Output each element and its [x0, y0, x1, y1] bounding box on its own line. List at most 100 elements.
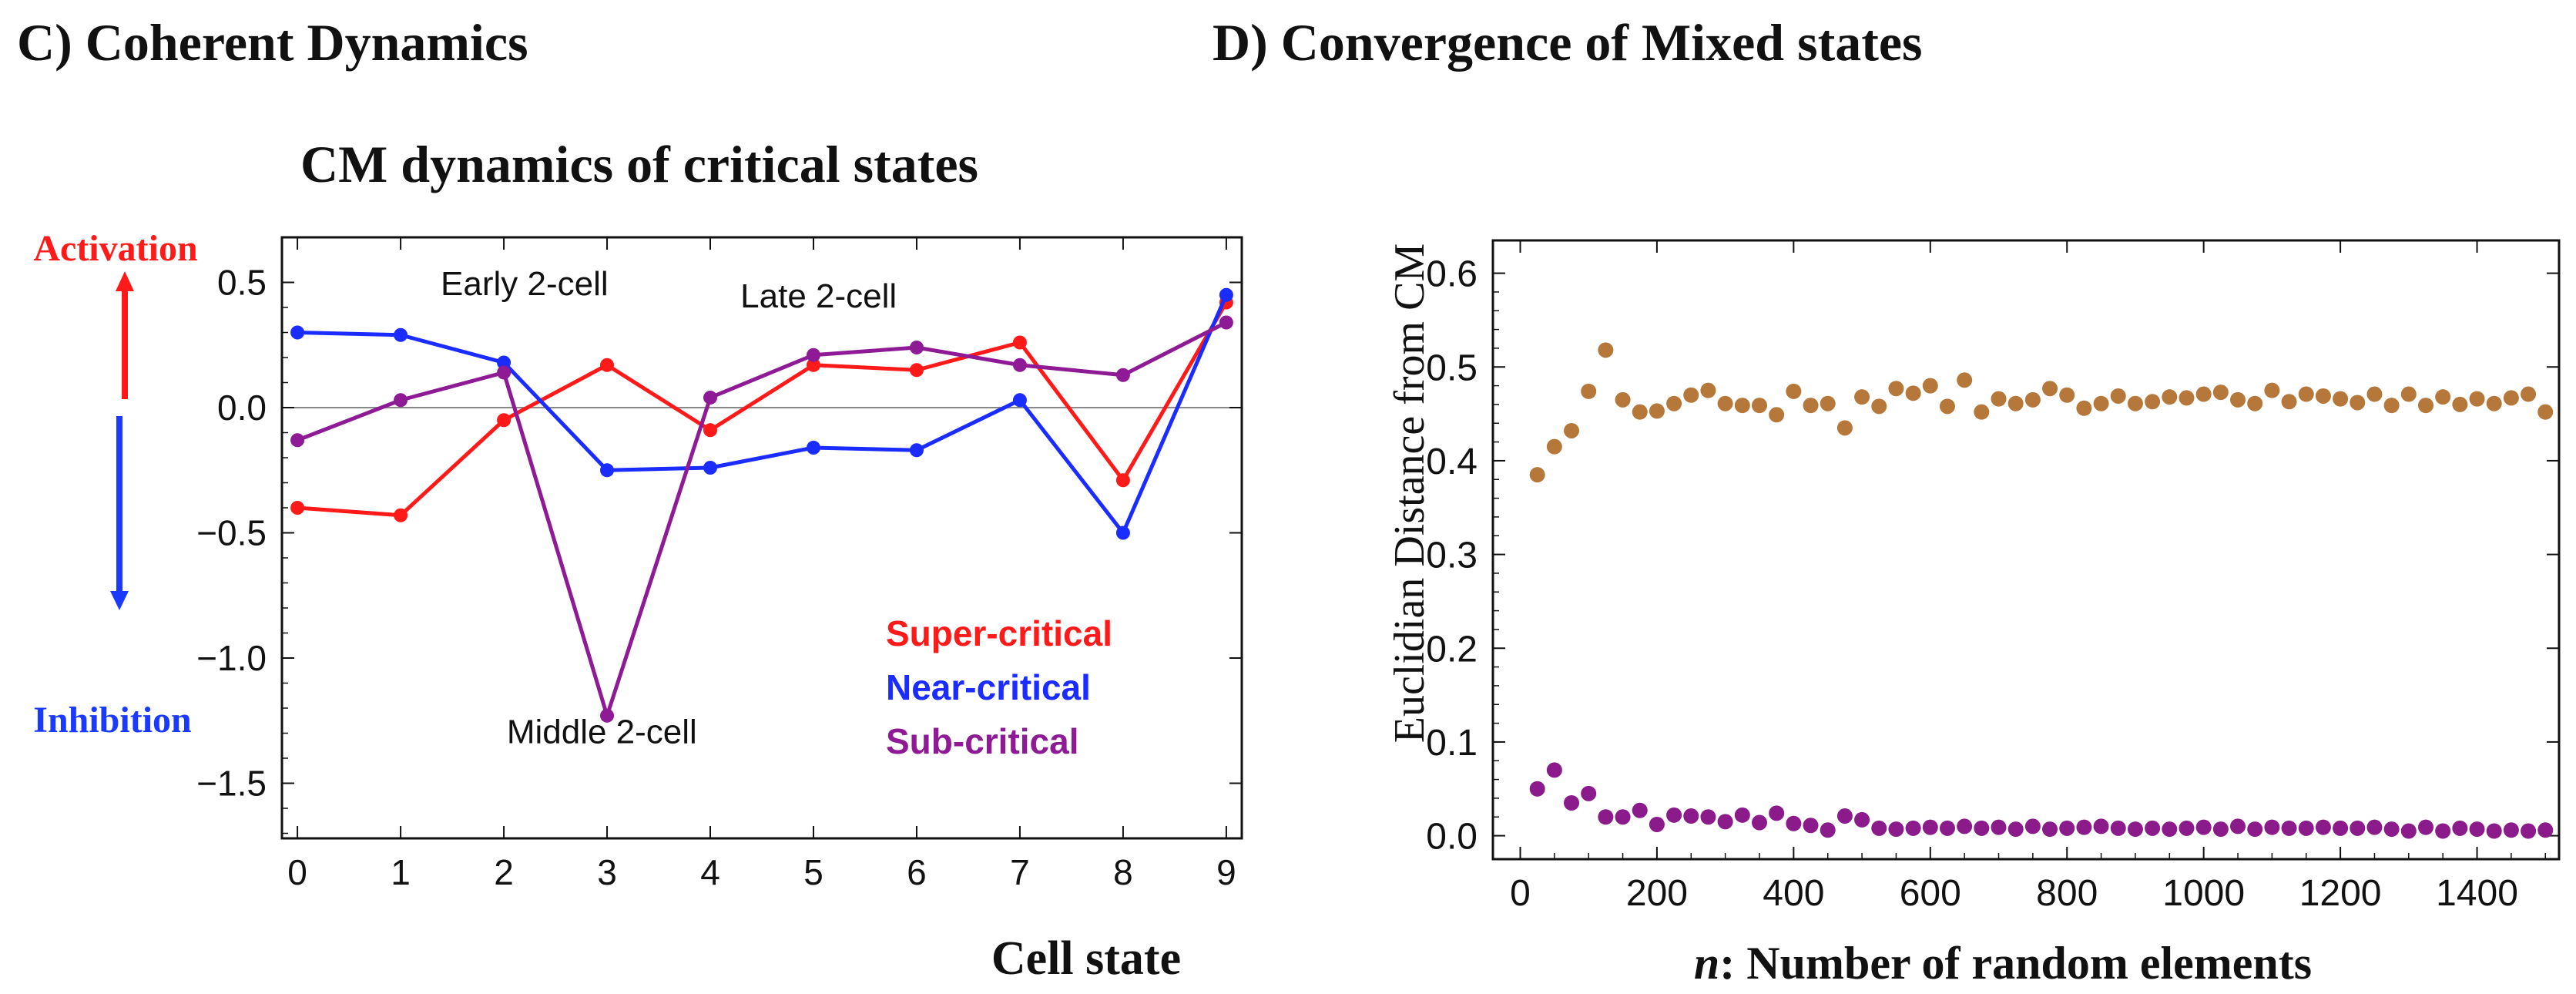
- scatter-point-upper: [1991, 391, 2007, 407]
- chart-c-xtick-label: 5: [803, 852, 823, 892]
- series-point-near-critical: [1219, 287, 1233, 302]
- chart-c-xtick-label: 3: [597, 852, 617, 892]
- series-point-super-critical: [1012, 335, 1027, 350]
- chart-c-annotation: Middle 2-cell: [507, 714, 697, 751]
- scatter-point-upper: [2076, 400, 2092, 416]
- scatter-point-upper: [2042, 381, 2058, 397]
- scatter-point-lower: [2264, 819, 2280, 835]
- series-point-super-critical: [600, 358, 615, 372]
- scatter-point-lower: [1598, 809, 1614, 825]
- scatter-point-lower: [2298, 820, 2314, 836]
- scatter-point-lower: [1820, 822, 1836, 838]
- scatter-point-upper: [1666, 395, 1682, 411]
- series-point-super-critical: [497, 413, 512, 428]
- scatter-point-lower: [2486, 823, 2502, 839]
- chart-c-xtick-label: 1: [391, 852, 411, 892]
- legend-label-super-critical: Super-critical: [886, 613, 1112, 653]
- chart-d-plot-area: 0 200 400 600 800 1000 1200 1400 0.0 0.1 0.2 0.3 0.4…: [1426, 239, 2561, 914]
- scatter-point-upper: [1769, 407, 1785, 423]
- scatter-point-lower: [1700, 809, 1716, 825]
- chart-c-ytick-label: −1.0: [196, 638, 267, 678]
- chart-d-ytick-label: 0.6: [1426, 254, 1478, 295]
- chart-c-xtick-label: 9: [1216, 852, 1236, 892]
- chart-d-ytick-label: 0.3: [1426, 536, 1478, 576]
- scatter-point-upper: [2024, 391, 2041, 408]
- scatter-point-lower: [1854, 811, 1870, 828]
- series-point-super-critical: [394, 508, 408, 522]
- series-point-near-critical: [290, 325, 305, 340]
- chart-c-plot-area: 0 1 2 3 4 5 6 7 8 9 0.5 0.0 −0.5 −1.0 −1.5 Early 2-cell…: [196, 236, 1243, 892]
- scatter-point-upper: [1717, 395, 1733, 411]
- scatter-point-upper: [1922, 378, 1938, 394]
- scatter-point-lower: [2350, 820, 2366, 836]
- scatter-point-lower: [1836, 808, 1853, 824]
- scatter-point-lower: [2281, 820, 2297, 836]
- scatter-point-upper: [2007, 395, 2024, 411]
- scatter-point-upper: [2521, 386, 2537, 402]
- scatter-point-lower: [2400, 823, 2417, 839]
- scatter-point-lower: [2230, 818, 2246, 834]
- scatter-point-upper: [1957, 372, 1973, 388]
- scatter-point-upper: [2093, 395, 2109, 411]
- scatter-point-upper: [1888, 381, 1904, 397]
- convergence-chart: Euclidian Distance from CM n: Number of …: [1386, 239, 2561, 989]
- series-line-super-critical: [297, 301, 1229, 518]
- scatter-point-lower: [1803, 818, 1819, 834]
- scatter-point-upper: [1752, 398, 1767, 414]
- scatter-point-lower: [1888, 821, 1904, 838]
- scatter-point-lower: [1786, 815, 1802, 831]
- scatter-point-upper: [1529, 467, 1545, 483]
- scatter-point-upper: [2145, 394, 2161, 410]
- scatter-point-upper: [2469, 391, 2485, 407]
- scatter-point-upper: [2537, 404, 2554, 420]
- scatter-point-upper: [2486, 395, 2502, 411]
- scatter-point-upper: [1854, 389, 1870, 405]
- scatter-point-lower: [2366, 819, 2383, 835]
- series-line-sub-critical: [297, 321, 1228, 718]
- cm-dynamics-chart: CM dynamics of critical states Cell stat…: [33, 135, 1243, 985]
- series-point-near-critical: [703, 461, 718, 475]
- scatter-point-upper: [1700, 382, 1716, 398]
- inhibition-arrow-icon: [110, 591, 129, 610]
- chart-d-ytick-label: 0.0: [1426, 817, 1478, 858]
- scatter-point-upper: [1632, 404, 1648, 420]
- scatter-point-upper: [2383, 398, 2400, 414]
- series-point-super-critical: [909, 363, 924, 378]
- scatter-point-upper: [2212, 385, 2229, 401]
- scatter-point-lower: [1922, 819, 1938, 835]
- scatter-point-upper: [2247, 395, 2263, 411]
- scatter-point-upper: [2435, 389, 2451, 405]
- legend-label-near-critical: Near-critical: [886, 667, 1091, 707]
- scatter-point-lower: [2435, 823, 2451, 839]
- scatter-point-upper: [1905, 385, 1921, 401]
- chart-c-annotation: Late 2-cell: [740, 277, 897, 315]
- chart-d-xtick-label: 200: [1626, 873, 1688, 914]
- scatter-point-lower: [2024, 818, 2041, 834]
- chart-c-xtick-label: 4: [700, 852, 720, 892]
- series-point-near-critical: [394, 327, 408, 342]
- scatter-point-upper: [2350, 395, 2366, 411]
- scatter-point-lower: [2383, 821, 2400, 838]
- scatter-point-lower: [2059, 820, 2075, 836]
- scatter-point-upper: [1734, 398, 1750, 414]
- series-point-sub-critical: [394, 393, 408, 408]
- chart-d-xlabel-text: : Number of random elements: [1719, 938, 2312, 989]
- series-point-sub-critical: [909, 341, 924, 354]
- scatter-point-upper: [2127, 395, 2143, 411]
- chart-c-annotation: Early 2-cell: [441, 265, 609, 303]
- scatter-point-upper: [2418, 398, 2433, 414]
- activation-arrow-icon: [116, 271, 134, 291]
- series-point-super-critical: [806, 358, 820, 372]
- series-point-super-critical: [290, 501, 305, 515]
- scatter-point-lower: [1957, 818, 1973, 834]
- scatter-point-lower: [1564, 795, 1580, 811]
- scatter-point-upper: [1939, 398, 1955, 415]
- chart-d-xlabel-variable: n: [1694, 938, 1719, 989]
- chart-c-ytick-label: −0.5: [196, 513, 267, 553]
- series-line-near-critical: [297, 294, 1229, 535]
- scatter-point-lower: [1581, 785, 1597, 801]
- chart-c-xtick-label: 2: [494, 852, 514, 892]
- scatter-point-lower: [2333, 820, 2349, 836]
- panel-d-heading: D) Convergence of Mixed states: [1213, 13, 1923, 72]
- chart-c-ytick-label: −1.5: [196, 764, 267, 804]
